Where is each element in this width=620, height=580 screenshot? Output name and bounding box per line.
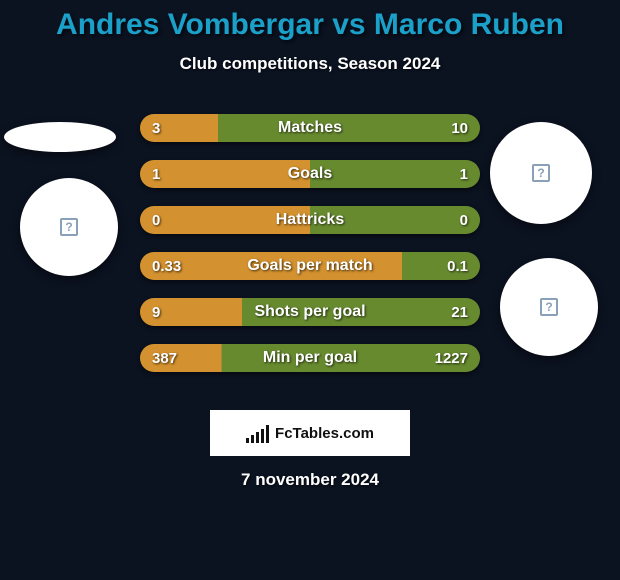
stat-value-left: 3 — [152, 120, 160, 137]
page-title: Andres Vombergar vs Marco Ruben — [0, 0, 620, 42]
player-left-ellipse — [4, 122, 116, 152]
stat-value-left: 1 — [152, 166, 160, 183]
stat-value-left: 387 — [152, 350, 177, 367]
player-right-avatar-bottom: ? — [500, 258, 598, 356]
image-placeholder-icon: ? — [60, 218, 78, 236]
stat-label: Goals per match — [247, 257, 372, 275]
comparison-bars: 3Matches101Goals10Hattricks00.33Goals pe… — [140, 114, 480, 390]
stat-label: Shots per goal — [254, 303, 365, 321]
stat-value-right: 1227 — [435, 350, 468, 367]
stat-value-right: 21 — [451, 304, 468, 321]
brand-text: FcTables.com — [275, 425, 374, 442]
stats-area: 3Matches101Goals10Hattricks00.33Goals pe… — [0, 114, 620, 404]
stat-row: 3 Matches 10 — [140, 114, 480, 142]
player-left-avatar: ? — [20, 178, 118, 276]
stat-row: 9 Shots per goal 21 — [140, 298, 480, 326]
subtitle: Club competitions, Season 2024 — [0, 54, 620, 74]
stat-value-left: 9 — [152, 304, 160, 321]
date-label: 7 november 2024 — [0, 470, 620, 490]
image-placeholder-icon: ? — [532, 164, 550, 182]
stat-label: Hattricks — [276, 211, 344, 229]
stat-value-right: 1 — [460, 166, 468, 183]
stat-row: 0.33 Goals per match 0.1 — [140, 252, 480, 280]
stat-value-right: 0.1 — [447, 258, 468, 275]
player-right-avatar-top: ? — [490, 122, 592, 224]
image-placeholder-icon: ? — [540, 298, 558, 316]
stat-value-right: 0 — [460, 212, 468, 229]
stat-row: 0 Hattricks 0 — [140, 206, 480, 234]
stat-value-left: 0.33 — [152, 258, 181, 275]
brand-box: FcTables.com — [210, 410, 410, 456]
stat-value-right: 10 — [451, 120, 468, 137]
stat-label: Min per goal — [263, 349, 357, 367]
stat-row: 1 Goals 1 — [140, 160, 480, 188]
stat-row: 387 Min per goal 1227 — [140, 344, 480, 372]
stat-label: Goals — [288, 165, 332, 183]
stat-label: Matches — [278, 119, 342, 137]
stat-value-left: 0 — [152, 212, 160, 229]
brand-logo-icon — [246, 423, 269, 443]
